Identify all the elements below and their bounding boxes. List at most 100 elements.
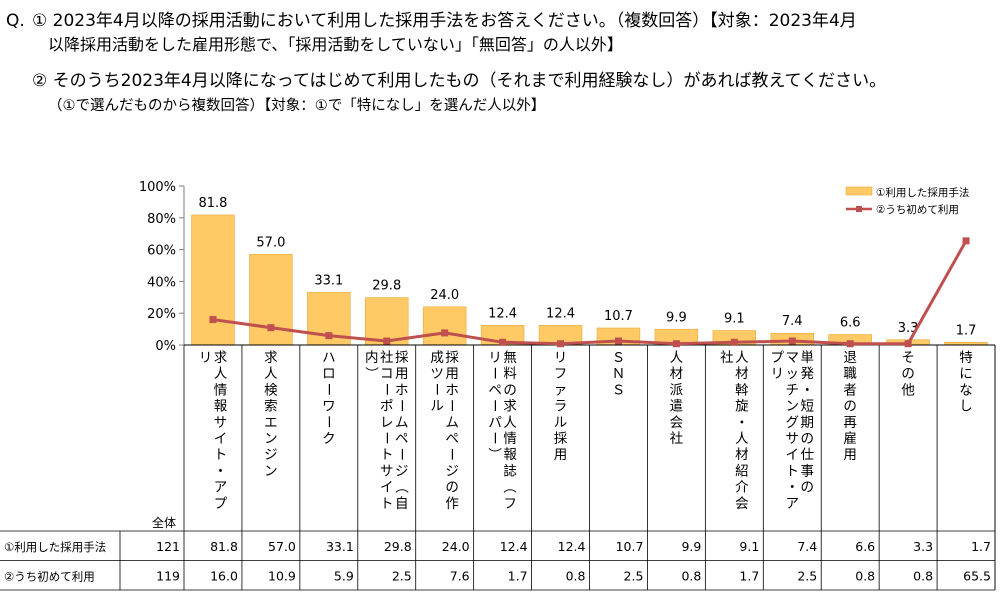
- table-cell: 65.5: [963, 568, 991, 583]
- category-label-char: ー: [320, 415, 336, 429]
- line-point: [846, 340, 854, 348]
- table-row-label: ②うち初めて利用: [4, 569, 95, 583]
- category-label-char: 雇: [843, 430, 857, 447]
- category-label-char: ー: [443, 447, 459, 461]
- category-label-char: （: [393, 480, 409, 494]
- table-cell: 0.8: [913, 568, 933, 583]
- category-label-char: 旋: [735, 399, 749, 415]
- category-label-char: 用: [554, 447, 568, 463]
- line-point: [325, 332, 333, 340]
- category-label-char: ー: [320, 383, 336, 397]
- legend-marker-line: [856, 206, 862, 212]
- category-label-char: ト: [380, 447, 394, 463]
- table-cell: 9.1: [739, 539, 759, 554]
- category-label-char: 職: [843, 366, 857, 382]
- category-label-char: ツ: [430, 366, 444, 382]
- category-label-char: ァ: [554, 382, 568, 398]
- category-label-char: し: [959, 399, 973, 415]
- category-label-char: 短: [801, 399, 815, 415]
- table-cell: 7.6: [450, 568, 470, 583]
- table-total-cell: 121: [156, 539, 180, 554]
- table-cell: 5.9: [334, 568, 354, 583]
- category-label-char: リ: [488, 350, 502, 366]
- category-label-char: Ｓ: [612, 382, 626, 398]
- bar-value-label: 9.1: [724, 312, 745, 327]
- category-label-char: レ: [380, 415, 394, 431]
- category-label-char: ペ: [395, 431, 409, 447]
- category-label-char: 会: [735, 496, 749, 512]
- category-label-char: 材: [670, 366, 684, 382]
- table-cell: 0.8: [855, 568, 875, 583]
- category-label-char: チ: [786, 382, 800, 398]
- line-point: [730, 338, 738, 346]
- category-label-char: 人: [735, 431, 749, 447]
- category-label-char: 求: [503, 399, 517, 415]
- category-label-char: 求: [214, 350, 228, 366]
- table-cell: 1.7: [508, 568, 528, 583]
- category-label-char: 材: [735, 366, 749, 382]
- category-label-char: ア: [214, 480, 228, 496]
- bar-value-label: 57.0: [256, 235, 285, 250]
- category-label-char: 人: [264, 366, 278, 382]
- category-label-char: 退: [843, 350, 857, 366]
- table-cell: 29.8: [384, 539, 412, 554]
- category-label-char: ロ: [322, 366, 336, 382]
- category-label-char: ー: [486, 366, 502, 380]
- category-label-char: 派: [670, 382, 684, 398]
- bar-value-label: 12.4: [488, 306, 517, 321]
- category-label-char: 社: [380, 350, 394, 366]
- category-label-char: の: [801, 480, 815, 496]
- category-label-char: ポ: [380, 399, 394, 415]
- category-label-char: ッ: [786, 366, 800, 382]
- category-label-char: イ: [786, 447, 800, 463]
- category-label-char: の: [445, 480, 459, 496]
- y-tick-label: 80%: [147, 212, 176, 227]
- category-label-char: の: [901, 366, 915, 382]
- bar-value-label: 6.6: [840, 316, 861, 331]
- category-label-char: ン: [264, 431, 278, 447]
- category-label-char: ト: [380, 496, 394, 512]
- table-cell: 33.1: [326, 539, 354, 554]
- category-label-char: ア: [786, 496, 800, 512]
- bar-value-label: 24.0: [430, 288, 459, 303]
- category-label-char: サ: [786, 431, 800, 447]
- category-label-char: 特: [959, 350, 973, 366]
- category-label-char: ム: [395, 415, 409, 431]
- table-cell: 16.0: [210, 568, 238, 583]
- legend-label-line: ②うち初めて利用: [876, 203, 959, 216]
- category-label-char: ル: [430, 399, 444, 415]
- category-label-char: 作: [445, 496, 459, 512]
- category-label-char: 報: [214, 399, 228, 415]
- category-label-char: 採: [445, 350, 459, 366]
- category-label-char: ー: [486, 399, 502, 413]
- y-tick-label: 100%: [139, 180, 176, 195]
- category-label-char: ・: [786, 480, 800, 496]
- table-cell: 3.3: [913, 539, 933, 554]
- table-cell: 12.4: [500, 539, 528, 554]
- category-label-char: 検: [264, 382, 278, 398]
- table-cell: 9.9: [681, 539, 701, 554]
- category-label-char: 期: [801, 415, 815, 431]
- category-label-char: ホ: [445, 382, 459, 398]
- y-tick-label: 60%: [147, 244, 176, 259]
- category-label-char: 成: [430, 350, 444, 366]
- category-label-char: ン: [786, 399, 800, 415]
- category-label-char: 用: [843, 447, 857, 463]
- category-label-char: フ: [503, 496, 517, 512]
- category-label-char: 再: [843, 415, 857, 431]
- category-label-char: （: [501, 480, 517, 494]
- table-cell: 0.8: [681, 568, 701, 583]
- category-label-char: な: [959, 382, 973, 398]
- table-total-cell: 119: [156, 568, 180, 583]
- category-label-char: リ: [771, 366, 785, 382]
- table-cell: 12.4: [558, 539, 586, 554]
- category-label-char: の: [843, 399, 857, 415]
- category-label-char: 社: [720, 350, 734, 366]
- line-point: [614, 337, 622, 345]
- category-label-char: そ: [901, 350, 915, 366]
- category-label-char: サ: [380, 463, 394, 479]
- table-cell: 24.0: [442, 539, 470, 554]
- category-label-char: 発: [801, 366, 815, 382]
- table-cell: 10.7: [616, 539, 644, 554]
- category-label-char: ラ: [554, 399, 568, 415]
